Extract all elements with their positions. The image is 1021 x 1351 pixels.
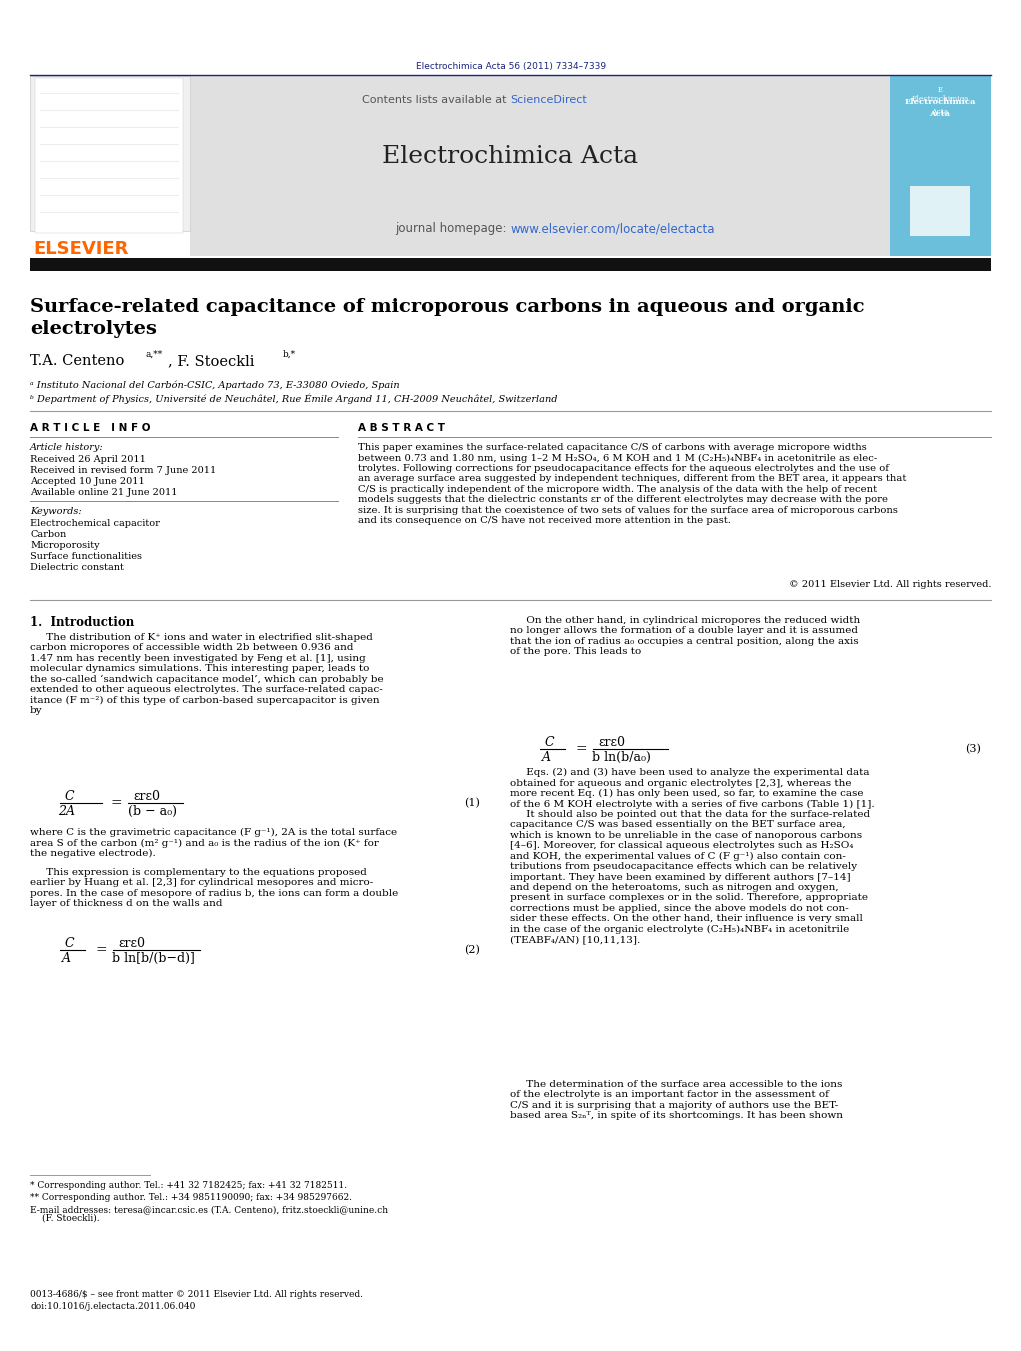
Text: ᵇ Department of Physics, Université de Neuchâtel, Rue Émile Argand 11, CH-2009 N: ᵇ Department of Physics, Université de N… [30,394,557,404]
Text: ** Corresponding author. Tel.: +34 9851190090; fax: +34 985297662.: ** Corresponding author. Tel.: +34 98511… [30,1193,352,1202]
Text: Accepted 10 June 2011: Accepted 10 June 2011 [30,477,145,486]
Text: Contents lists available at: Contents lists available at [362,95,510,105]
Text: a,**: a,** [145,350,162,359]
Text: E: E [937,86,942,95]
Text: Surface-related capacitance of microporous carbons in aqueous and organic: Surface-related capacitance of microporo… [30,299,865,316]
Text: Article history:: Article history: [30,443,103,453]
Text: The distribution of K⁺ ions and water in electrified slit-shaped
carbon micropor: The distribution of K⁺ ions and water in… [30,634,384,715]
Text: © 2011 Elsevier Ltd. All rights reserved.: © 2011 Elsevier Ltd. All rights reserved… [788,580,991,589]
Text: Acta: Acta [929,109,951,118]
Text: Received in revised form 7 June 2011: Received in revised form 7 June 2011 [30,466,216,476]
Text: Electrochemical capacitor: Electrochemical capacitor [30,519,160,528]
Text: (F. Stoeckli).: (F. Stoeckli). [42,1215,100,1223]
Text: b ln[b/(b−d)]: b ln[b/(b−d)] [112,952,195,965]
Text: ScienceDirect: ScienceDirect [510,95,587,105]
Text: =: = [575,742,587,757]
Text: C: C [545,736,554,748]
Text: Acta: Acta [931,108,949,116]
Text: This expression is complementary to the equations proposed
earlier by Huang et a: This expression is complementary to the … [30,867,398,908]
Text: Received 26 April 2011: Received 26 April 2011 [30,455,146,463]
Text: Microporosity: Microporosity [30,540,100,550]
Text: C: C [65,938,75,950]
Text: b,*: b,* [283,350,296,359]
Bar [30,76,190,231]
Text: , F. Stoeckli: , F. Stoeckli [168,354,254,367]
Text: (1): (1) [465,798,480,808]
Text: E-mail addresses: teresa@incar.csic.es (T.A. Centeno), fritz.stoeckli@unine.ch: E-mail addresses: teresa@incar.csic.es (… [30,1205,388,1215]
Text: journal homepage:: journal homepage: [395,222,510,235]
Text: =: = [110,796,121,811]
Bar [890,76,991,255]
Text: This paper examines the surface-related capacitance C/S of carbons with average : This paper examines the surface-related … [358,443,907,526]
Bar [30,258,991,272]
Text: Carbon: Carbon [30,530,66,539]
Text: * Corresponding author. Tel.: +41 32 7182425; fax: +41 32 7182511.: * Corresponding author. Tel.: +41 32 718… [30,1181,347,1190]
Text: 1.  Introduction: 1. Introduction [30,616,134,630]
Text: C: C [65,790,75,802]
Text: Eqs. (2) and (3) have been used to analyze the experimental data
obtained for aq: Eqs. (2) and (3) have been used to analy… [510,767,875,944]
Text: A B S T R A C T: A B S T R A C T [358,423,445,434]
Bar [35,78,183,232]
Text: =: = [95,943,106,957]
Text: εrε0: εrε0 [118,938,145,950]
Text: www.elsevier.com/locate/electacta: www.elsevier.com/locate/electacta [510,222,715,235]
Text: Dielectric constant: Dielectric constant [30,563,124,571]
Text: doi:10.1016/j.electacta.2011.06.040: doi:10.1016/j.electacta.2011.06.040 [30,1302,195,1310]
Text: Electrochimica: Electrochimica [905,99,976,105]
Text: The determination of the surface area accessible to the ions
of the electrolyte : The determination of the surface area ac… [510,1079,843,1120]
Text: b ln(b/a₀): b ln(b/a₀) [592,751,650,765]
Text: (b − a₀): (b − a₀) [128,805,177,817]
Text: Electrochimica: Electrochimica [912,95,969,103]
Text: (2): (2) [465,944,480,955]
Text: electrolytes: electrolytes [30,320,157,338]
Text: Electrochimica Acta: Electrochimica Acta [382,145,638,168]
Text: Available online 21 June 2011: Available online 21 June 2011 [30,488,178,497]
Text: On the other hand, in cylindrical micropores the reduced width
no longer allows : On the other hand, in cylindrical microp… [510,616,861,657]
Text: ELSEVIER: ELSEVIER [33,240,129,258]
Text: A R T I C L E   I N F O: A R T I C L E I N F O [30,423,150,434]
Text: Surface functionalities: Surface functionalities [30,553,142,561]
Text: 2A: 2A [58,805,75,817]
Text: A: A [62,952,71,965]
Text: Keywords:: Keywords: [30,507,82,516]
Text: ᵃ Instituto Nacional del Carbón-CSIC, Apartado 73, E-33080 Oviedo, Spain: ᵃ Instituto Nacional del Carbón-CSIC, Ap… [30,380,399,389]
Text: T.A. Centeno: T.A. Centeno [30,354,125,367]
Text: εrε0: εrε0 [598,736,625,748]
Text: 0013-4686/$ – see front matter © 2011 Elsevier Ltd. All rights reserved.: 0013-4686/$ – see front matter © 2011 El… [30,1290,363,1300]
Text: (3): (3) [965,744,981,754]
Text: εrε0: εrε0 [133,790,160,802]
Text: A: A [542,751,551,765]
Bar [910,186,970,236]
Text: Electrochimica Acta 56 (2011) 7334–7339: Electrochimica Acta 56 (2011) 7334–7339 [416,62,606,72]
Bar [190,76,890,255]
Text: where C is the gravimetric capacitance (F g⁻¹), 2A is the total surface
area S o: where C is the gravimetric capacitance (… [30,828,397,858]
Bar [30,76,190,231]
Bar [890,76,991,255]
